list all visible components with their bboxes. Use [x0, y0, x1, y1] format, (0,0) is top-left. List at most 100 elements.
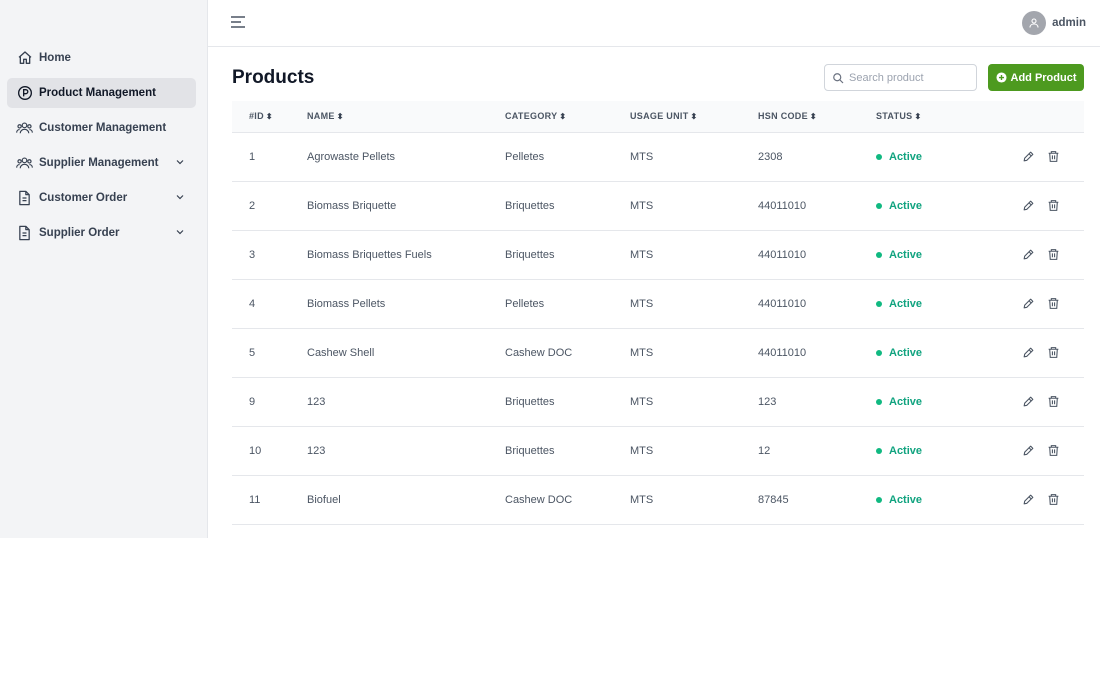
- edit-icon[interactable]: [1022, 248, 1035, 261]
- table-row: 10 123 Briquettes MTS 12 Active: [232, 426, 1084, 475]
- status-badge: Active: [876, 445, 922, 457]
- edit-icon[interactable]: [1022, 297, 1035, 310]
- column-label: CATEGORY: [505, 111, 558, 122]
- plus-circle-icon: [995, 72, 1007, 83]
- sidebar-nav: Home Product Management Customer Managem…: [7, 43, 196, 253]
- cell-hsn-code: 12: [758, 444, 771, 457]
- users-icon: [16, 155, 33, 172]
- column-header-category[interactable]: CATEGORY ⬍: [505, 101, 630, 132]
- sidebar-item-home[interactable]: Home: [7, 43, 196, 73]
- cell-status: Active: [876, 377, 994, 426]
- edit-icon[interactable]: [1022, 493, 1035, 506]
- cell-id: 10: [249, 444, 262, 457]
- column-header-hsn-code[interactable]: HSN CODE ⬍: [758, 101, 876, 132]
- status-dot: [876, 398, 882, 405]
- sidebar-item-label: Supplier Management: [39, 157, 159, 169]
- cell-name: Biomass Briquettes Fuels: [307, 248, 432, 261]
- delete-icon[interactable]: [1047, 395, 1060, 408]
- cell-status: Active: [876, 475, 994, 524]
- status-dot: [876, 300, 882, 307]
- cell-category: Pelletes: [505, 150, 545, 163]
- cell-usage-unit: MTS: [630, 150, 654, 163]
- delete-icon[interactable]: [1047, 150, 1060, 163]
- delete-icon[interactable]: [1047, 346, 1060, 359]
- cell-category: Cashew DOC: [505, 346, 573, 359]
- cell-name: 123: [307, 444, 326, 457]
- edit-icon[interactable]: [1022, 346, 1035, 359]
- cell-hsn-code: 87845: [758, 493, 789, 506]
- delete-icon[interactable]: [1047, 493, 1060, 506]
- sidebar-item-supplier-management[interactable]: Supplier Management: [7, 148, 196, 178]
- status-dot: [876, 349, 882, 356]
- edit-icon[interactable]: [1022, 444, 1035, 457]
- status-text: Active: [889, 248, 923, 261]
- sidebar-item-label: Supplier Order: [39, 227, 120, 239]
- home-icon: [16, 50, 33, 67]
- cell-status: Active: [876, 426, 994, 475]
- cell-id: 4: [249, 297, 256, 310]
- cell-id: 5: [249, 346, 256, 359]
- cell-category: Cashew DOC: [505, 493, 573, 506]
- search-input[interactable]: [849, 71, 964, 84]
- user-menu[interactable]: admin: [1022, 11, 1086, 35]
- cell-usage-unit: MTS: [630, 199, 654, 212]
- top-bar: admin: [208, 0, 1100, 47]
- add-product-button[interactable]: Add Product: [988, 64, 1084, 91]
- cell-status: Active: [876, 328, 994, 377]
- column-header-actions: [994, 101, 1084, 132]
- cell-id: 9: [249, 395, 256, 408]
- sidebar-item-product-management[interactable]: Product Management: [7, 78, 196, 108]
- status-text: Active: [889, 199, 923, 212]
- column-header-status[interactable]: STATUS ⬍: [876, 101, 994, 132]
- cell-hsn-code: 44011010: [758, 297, 807, 310]
- status-dot: [876, 202, 882, 209]
- status-text: Active: [889, 395, 923, 408]
- document-icon: [16, 190, 33, 207]
- sidebar-item-supplier-order[interactable]: Supplier Order: [7, 218, 196, 248]
- column-label: #ID: [249, 111, 264, 122]
- sidebar-item-customer-management[interactable]: Customer Management: [7, 113, 196, 143]
- status-text: Active: [889, 493, 923, 506]
- table-row: 9 123 Briquettes MTS 123 Active: [232, 377, 1084, 426]
- column-header-name[interactable]: NAME ⬍: [307, 101, 505, 132]
- delete-icon[interactable]: [1047, 297, 1060, 310]
- add-product-label: Add Product: [1010, 71, 1077, 84]
- row-actions: [994, 279, 1084, 328]
- cell-category: Briquettes: [505, 395, 555, 408]
- chevron-down-icon[interactable]: [174, 156, 186, 168]
- menu-toggle-icon[interactable]: [230, 15, 246, 29]
- status-text: Active: [889, 297, 923, 310]
- status-dot: [876, 496, 882, 503]
- cell-name: 123: [307, 395, 326, 408]
- delete-icon[interactable]: [1047, 199, 1060, 212]
- column-header-id[interactable]: #ID ⬍: [232, 101, 307, 132]
- row-actions: [994, 377, 1084, 426]
- cell-usage-unit: MTS: [630, 297, 654, 310]
- chevron-down-icon[interactable]: [174, 226, 186, 238]
- edit-icon[interactable]: [1022, 199, 1035, 212]
- delete-icon[interactable]: [1047, 248, 1060, 261]
- status-badge: Active: [876, 298, 922, 310]
- row-actions: [994, 181, 1084, 230]
- column-header-usage-unit[interactable]: USAGE UNIT ⬍: [630, 101, 758, 132]
- cell-name: Biofuel: [307, 493, 341, 506]
- chevron-down-icon[interactable]: [174, 191, 186, 203]
- status-dot: [876, 251, 882, 258]
- cell-id: 2: [249, 199, 256, 212]
- edit-icon[interactable]: [1022, 150, 1035, 163]
- row-actions: [994, 230, 1084, 279]
- status-badge: Active: [876, 494, 922, 506]
- status-text: Active: [889, 150, 923, 163]
- column-label: STATUS: [876, 111, 913, 122]
- cell-hsn-code: 2308: [758, 150, 783, 163]
- delete-icon[interactable]: [1047, 444, 1060, 457]
- cell-hsn-code: 44011010: [758, 199, 807, 212]
- sidebar-item-customer-order[interactable]: Customer Order: [7, 183, 196, 213]
- status-dot: [876, 153, 882, 160]
- sort-icon: ⬍: [336, 112, 344, 122]
- edit-icon[interactable]: [1022, 395, 1035, 408]
- cell-category: Briquettes: [505, 248, 555, 261]
- user-icon: [1029, 18, 1039, 28]
- cell-hsn-code: 123: [758, 395, 777, 408]
- cell-name: Cashew Shell: [307, 346, 375, 359]
